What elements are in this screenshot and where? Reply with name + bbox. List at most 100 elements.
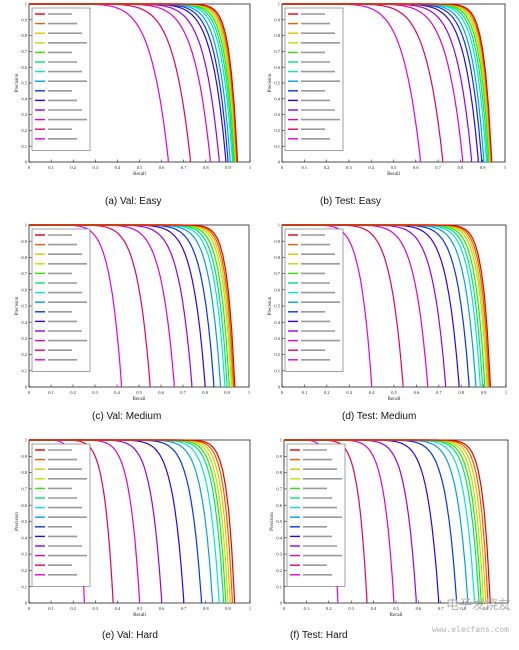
x-tick-label: 1 [249,606,251,611]
y-tick-label: 0.2 [276,568,282,573]
chart-caption: (f) Test: Hard [290,630,348,641]
x-tick-label: 0.3 [346,165,352,170]
legend-box [31,443,91,587]
x-tick-label: 0 [283,606,286,611]
y-tick-label: 0.7 [274,271,280,276]
pr-curve [284,439,491,603]
y-tick-label: 0.4 [276,535,282,540]
x-tick-label: 0.9 [483,606,489,611]
y-tick-label: 0.7 [274,49,280,54]
x-tick-label: 0.4 [368,165,374,170]
x-tick-label: 0.6 [413,165,419,170]
x-tick-label: 0.5 [391,165,397,170]
y-tick-label: 0 [278,160,281,165]
chart-panel-val-hard: 0 0.1 0.2 0.3 0.4 0.5 0.6 0.7 0.8 0.9 1 0 0.1 0.2 0.3 0… [0,432,260,650]
chart-panel-test-medium: 0 0.1 0.2 0.3 0.4 0.5 0.6 0.7 0.8 0.9 1 0 0.1 0.2 0.3 0… [260,215,519,430]
x-tick-label: 0 [28,165,31,170]
x-tick-label: 0.6 [159,165,165,170]
legend-box [284,228,344,372]
x-tick-label: 0 [281,390,284,395]
x-tick-label: 0.7 [436,390,442,395]
x-tick-label: 0.9 [480,165,486,170]
legend-box [31,228,91,372]
x-tick-label: 0.1 [301,165,307,170]
x-axis-label: Recall [133,172,146,177]
x-tick-label: 0.3 [348,606,354,611]
y-tick-label: 0.3 [274,112,280,117]
y-tick-label: 0 [278,385,281,390]
y-tick-label: 0.4 [21,96,27,101]
chart-panel-val-easy: 0 0.1 0.2 0.3 0.4 0.5 0.6 0.7 0.8 0.9 1 0 0.1 0.2 0.3 0… [0,0,260,210]
x-tick-label: 0.6 [159,606,165,611]
y-tick-label: 0.5 [274,304,280,309]
x-axis-label: Recall [133,397,146,402]
chart-panel-val-medium: 0 0.1 0.2 0.3 0.4 0.5 0.6 0.7 0.8 0.9 1 0 0.1 0.2 0.3 0… [0,215,260,430]
y-tick-label: 0.7 [21,487,27,492]
x-tick-label: 0.6 [158,390,164,395]
y-tick-label: 0.5 [21,304,27,309]
y-tick-label: 0 [25,385,28,390]
x-tick-label: 0.7 [438,606,444,611]
pr-curve [29,439,236,603]
y-tick-label: 0 [25,601,28,606]
y-tick-label: 0.3 [276,552,282,557]
x-tick-label: 0.1 [48,165,54,170]
y-tick-label: 0.2 [21,352,27,357]
y-tick-label: 0.9 [21,239,27,244]
y-tick-label: 1 [278,2,280,7]
x-tick-label: 0.8 [458,390,464,395]
y-tick-label: 0.8 [276,470,282,475]
x-tick-label: 0.2 [324,390,330,395]
y-tick-label: 0.2 [21,568,27,573]
chart-caption: (e) Val: Hard [102,630,158,641]
y-tick-label: 0.4 [274,320,280,325]
y-tick-label: 0.1 [21,368,27,373]
x-tick-label: 0.9 [225,165,231,170]
y-tick-label: 0.1 [21,144,27,149]
x-tick-label: 0.4 [115,165,121,170]
x-tick-label: 0.9 [224,390,230,395]
y-tick-label: 0.7 [21,49,27,54]
x-tick-label: 0.8 [460,606,466,611]
x-tick-label: 0.5 [137,165,143,170]
x-tick-label: 0.4 [115,606,121,611]
y-tick-label: 0.1 [21,584,27,589]
x-tick-label: 0.1 [48,606,54,611]
x-tick-label: 1 [249,165,251,170]
x-tick-label: 0.5 [393,606,399,611]
pr-curve [282,224,491,387]
x-tick-label: 0.8 [202,390,208,395]
y-tick-label: 0.6 [274,65,280,70]
x-axis-label: Recall [388,397,401,402]
x-tick-label: 1 [505,390,507,395]
y-tick-label: 0.5 [21,81,27,86]
y-tick-label: 0.8 [21,470,27,475]
watermark-text: 电子发烧友 [445,598,511,613]
y-tick-label: 0.5 [276,519,282,524]
legend-box [284,7,344,151]
y-tick-label: 0.3 [21,112,27,117]
y-tick-label: 0.6 [21,287,27,292]
watermark-url: www.elecfans.com [431,625,509,634]
x-tick-label: 1 [504,165,506,170]
y-tick-label: 0.1 [276,584,282,589]
x-tick-label: 0.3 [92,390,98,395]
chart-svg: 0 0.1 0.2 0.3 0.4 0.5 0.6 0.7 0.8 0.9 1 0 0.1 0.2 0.3 0… [15,438,251,618]
chart-svg: 0 0.1 0.2 0.3 0.4 0.5 0.6 0.7 0.8 0.9 1 0 0.1 0.2 0.3 0… [15,2,251,177]
y-tick-label: 0 [280,601,283,606]
y-tick-label: 0.4 [21,535,27,540]
x-tick-label: 0.7 [181,165,187,170]
chart-svg: 0 0.1 0.2 0.3 0.4 0.5 0.6 0.7 0.8 0.9 1 0 0.1 0.2 0.3 0… [268,223,507,402]
y-tick-label: 0.7 [21,271,27,276]
x-tick-label: 0.2 [70,165,76,170]
chart-caption: (d) Test: Medium [342,411,417,422]
x-tick-label: 0.1 [304,606,310,611]
x-tick-label: 1 [507,606,509,611]
y-tick-label: 1 [280,438,282,443]
pr-curve [282,3,493,162]
x-tick-label: 0.9 [225,606,231,611]
legend-box [31,7,91,151]
y-tick-label: 0.7 [276,487,282,492]
y-axis-label: Precision [15,73,20,92]
y-tick-label: 0.4 [21,320,27,325]
